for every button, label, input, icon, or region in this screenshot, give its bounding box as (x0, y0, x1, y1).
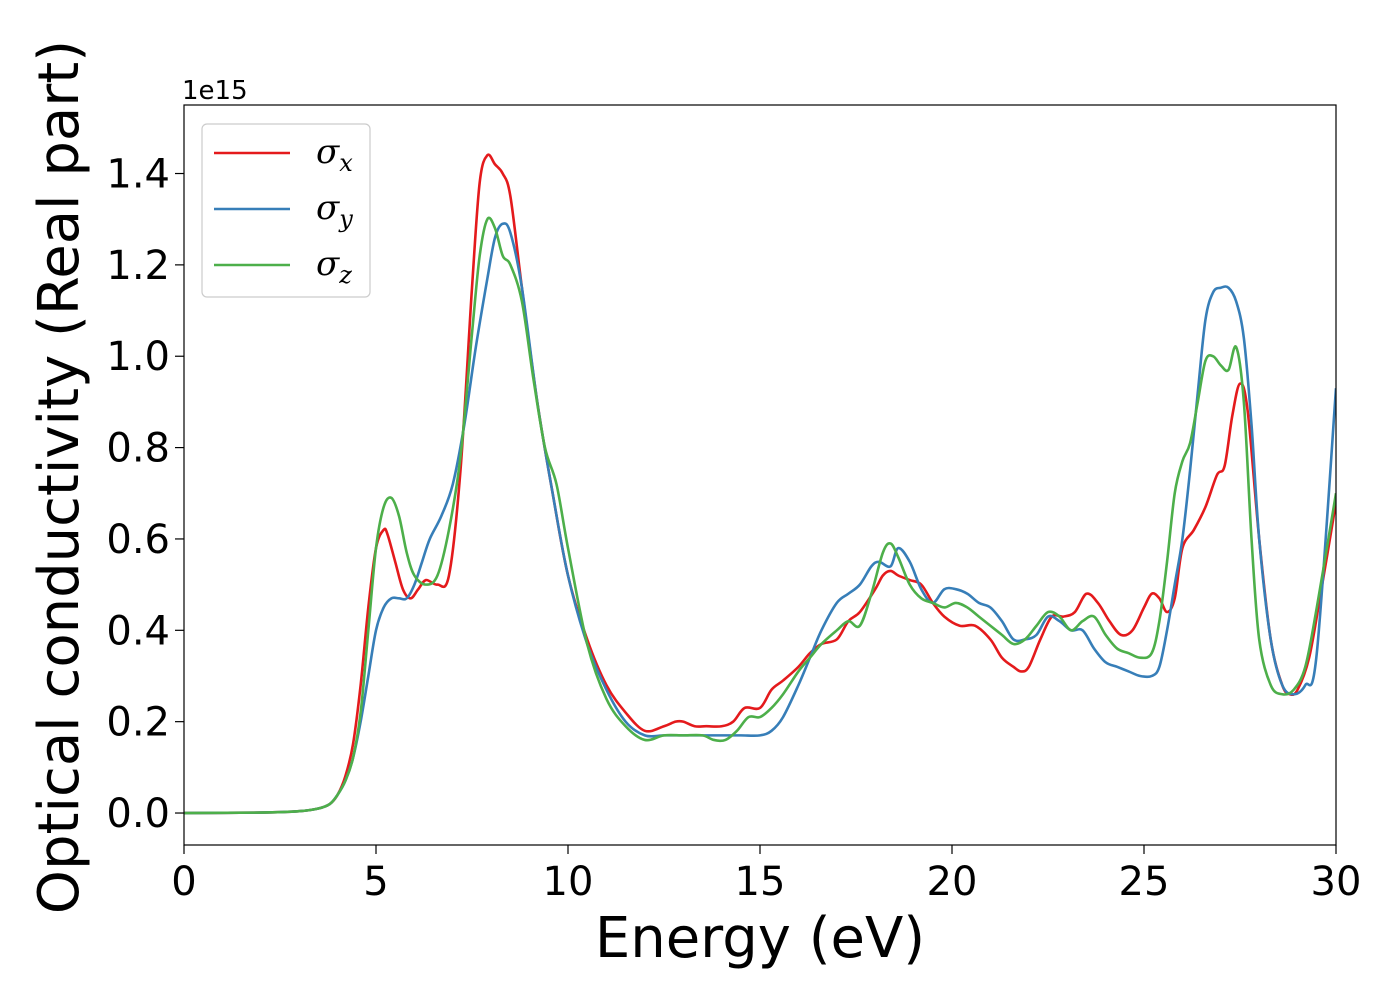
x-tick-label: 10 (543, 859, 594, 905)
x-axis-ticks: 0 5 10 15 20 25 30 (171, 845, 1361, 905)
y-tick-label: 0.0 (106, 791, 170, 837)
y-tick-label: 0.4 (106, 608, 170, 654)
legend-symbol: σ (316, 244, 340, 284)
legend-symbol: σ (316, 188, 340, 228)
legend-subscript: x (339, 149, 353, 177)
x-axis-label: Energy (eV) (595, 906, 925, 971)
x-tick-label: 20 (927, 859, 978, 905)
y-tick-label: 0.8 (106, 426, 170, 472)
x-tick-label: 15 (735, 859, 786, 905)
y-tick-label: 1.0 (106, 334, 170, 380)
x-tick-label: 5 (363, 859, 388, 905)
x-tick-label: 25 (1119, 859, 1170, 905)
y-axis-offset-label: 1e15 (182, 76, 248, 106)
legend-entry-sigma-x: σx (316, 132, 353, 177)
legend-entry-sigma-y: σy (316, 188, 353, 233)
legend-subscript: z (338, 261, 352, 289)
x-tick-label: 0 (171, 859, 196, 905)
legend-subscript: y (338, 205, 353, 233)
series-line-sigma-y (184, 222, 1336, 815)
legend-entry-sigma-z: σz (316, 244, 352, 289)
series-line-sigma-z (184, 216, 1336, 815)
y-tick-label: 0.2 (106, 700, 170, 746)
y-tick-label: 1.2 (106, 243, 170, 289)
y-axis-ticks: 0.0 0.2 0.4 0.6 0.8 1.0 1.2 1.4 (106, 152, 184, 837)
y-tick-label: 0.6 (106, 517, 170, 563)
x-tick-label: 30 (1311, 859, 1362, 905)
y-axis-label: Optical conductivity (Real part) (27, 40, 92, 914)
legend-symbol: σ (316, 132, 340, 172)
y-tick-label: 1.4 (106, 152, 170, 198)
series-layer (184, 153, 1336, 815)
legend-box (201, 123, 371, 298)
